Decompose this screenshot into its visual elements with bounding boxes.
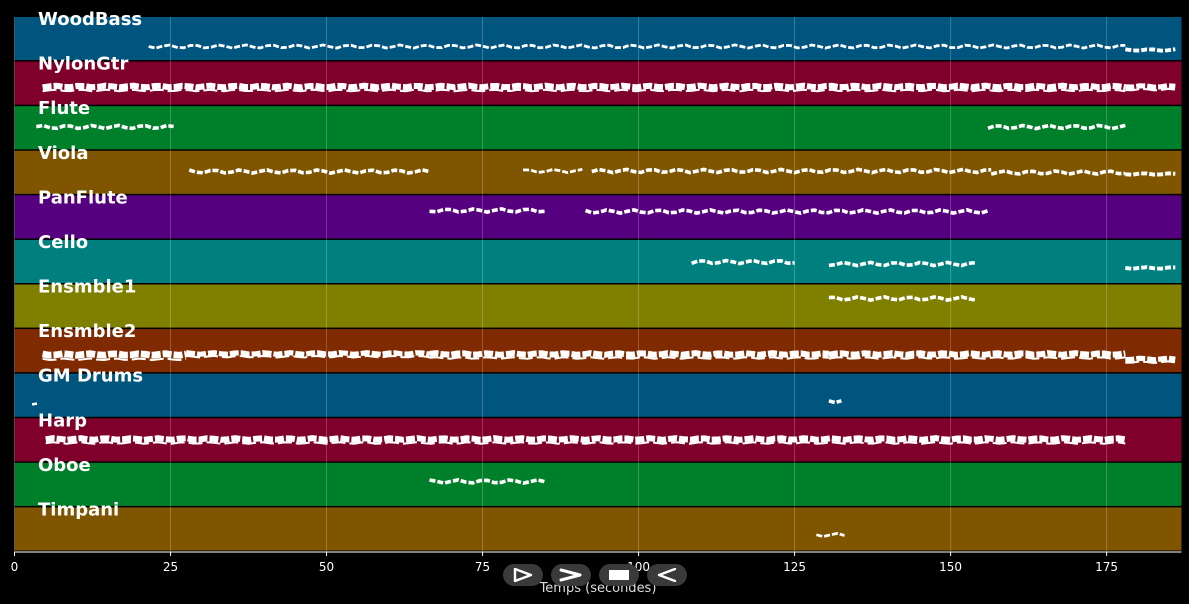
note-strand [148, 43, 1126, 50]
note-strand [429, 350, 830, 358]
forward-button[interactable] [551, 564, 591, 586]
note-strand [1125, 171, 1176, 177]
track-label: Cello [38, 232, 88, 253]
note-strand [429, 207, 546, 214]
note-strand [1125, 47, 1176, 53]
note-strand [31, 402, 38, 406]
note-strand [828, 350, 1126, 358]
note-strand [42, 88, 1126, 93]
play-button[interactable] [503, 564, 543, 586]
note-strand [828, 356, 1126, 360]
track-band [14, 507, 1182, 551]
track-band [14, 150, 1182, 194]
note-strand [523, 168, 583, 175]
note-strand [185, 350, 430, 357]
playback-controls [503, 564, 687, 586]
note-strand [828, 295, 976, 302]
note-strand [828, 260, 976, 268]
track-label: GM Drums [38, 366, 143, 387]
rewind-button[interactable] [647, 564, 687, 586]
x-tick-label: 25 [163, 560, 178, 574]
track-label: Oboe [38, 455, 91, 476]
track-label: WoodBass [38, 9, 142, 30]
chevron-right-icon [559, 568, 582, 582]
note-strand [45, 435, 1126, 443]
note-strand [1125, 87, 1176, 92]
x-tick-label: 175 [1095, 560, 1118, 574]
track-band [14, 17, 1182, 61]
track-band [14, 462, 1182, 506]
note-strand [1125, 83, 1176, 90]
note-strand [429, 478, 546, 485]
track-label: Viola [38, 143, 88, 164]
note-strand [1125, 355, 1176, 363]
stop-icon [609, 570, 629, 580]
x-tick-label: 0 [11, 560, 19, 574]
x-tick-label: 150 [939, 560, 962, 574]
track-band [14, 239, 1182, 283]
track-band [14, 195, 1182, 239]
note-strand [42, 357, 187, 362]
note-strand [1125, 265, 1176, 271]
note-strand [584, 208, 989, 215]
x-tick-label: 125 [783, 560, 806, 574]
note-strand [42, 350, 187, 359]
rewind-outline-icon [657, 568, 677, 582]
stop-button[interactable] [599, 564, 639, 586]
track-band [14, 284, 1182, 328]
note-strand [1125, 360, 1176, 365]
note-strand [828, 399, 842, 405]
note-strand [45, 441, 1126, 445]
x-tick-label: 50 [319, 560, 334, 574]
track-band [14, 106, 1182, 150]
track-label: Timpani [38, 499, 119, 520]
note-strand [42, 82, 1126, 91]
track-label: Ensmble1 [38, 277, 136, 298]
note-strand [36, 123, 174, 131]
play-outline-icon [513, 568, 533, 582]
note-strand [816, 531, 845, 539]
note-strand [591, 167, 992, 175]
note-strand [188, 168, 430, 175]
track-label: Harp [38, 410, 87, 431]
track-band [14, 373, 1182, 417]
note-strand [990, 169, 1126, 176]
track-label: PanFlute [38, 187, 128, 208]
track-label: NylonGtr [38, 54, 129, 75]
track-label: Flute [38, 98, 90, 119]
track-label: Ensmble2 [38, 321, 136, 342]
note-strand [691, 258, 795, 266]
note-strand [186, 354, 430, 359]
x-tick-label: 75 [475, 560, 490, 574]
note-strand [987, 123, 1126, 131]
note-strand [429, 356, 829, 360]
